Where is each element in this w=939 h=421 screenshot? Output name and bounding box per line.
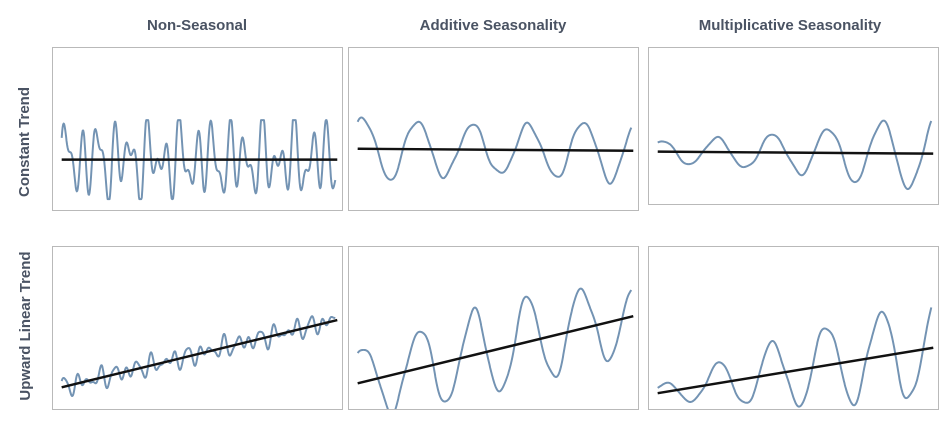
chart-constant-additive bbox=[348, 47, 639, 211]
observed-series-line bbox=[356, 116, 633, 185]
observed-series-line bbox=[356, 287, 633, 409]
row-header-constant-trend: Constant Trend bbox=[16, 87, 33, 198]
observed-series-line bbox=[657, 119, 933, 191]
chart-svg bbox=[356, 287, 634, 409]
observed-series-line bbox=[60, 119, 337, 201]
chart-constant-nonseasonal bbox=[52, 47, 343, 211]
chart-constant-multiplicative bbox=[648, 47, 939, 205]
chart-svg bbox=[657, 119, 934, 191]
observed-series-line bbox=[60, 315, 336, 397]
trend-line bbox=[657, 346, 934, 395]
trend-line bbox=[61, 318, 338, 389]
chart-upward-multiplicative bbox=[648, 246, 939, 410]
row-header-upward-linear-trend: Upward Linear Trend bbox=[17, 251, 34, 401]
observed-series-line bbox=[657, 307, 933, 408]
chart-svg bbox=[60, 315, 338, 397]
trend-line bbox=[357, 314, 634, 385]
chart-svg bbox=[356, 116, 634, 185]
chart-svg bbox=[60, 119, 338, 201]
column-header-additive-seasonality: Additive Seasonality bbox=[419, 17, 567, 34]
chart-upward-additive bbox=[348, 246, 639, 410]
trend-line bbox=[357, 147, 634, 152]
column-header-non-seasonal: Non-Seasonal bbox=[146, 17, 248, 34]
trend-line bbox=[657, 150, 934, 155]
column-header-multiplicative-seasonality: Multiplicative Seasonality bbox=[698, 17, 882, 34]
chart-upward-nonseasonal bbox=[52, 246, 343, 410]
chart-svg bbox=[657, 307, 934, 408]
